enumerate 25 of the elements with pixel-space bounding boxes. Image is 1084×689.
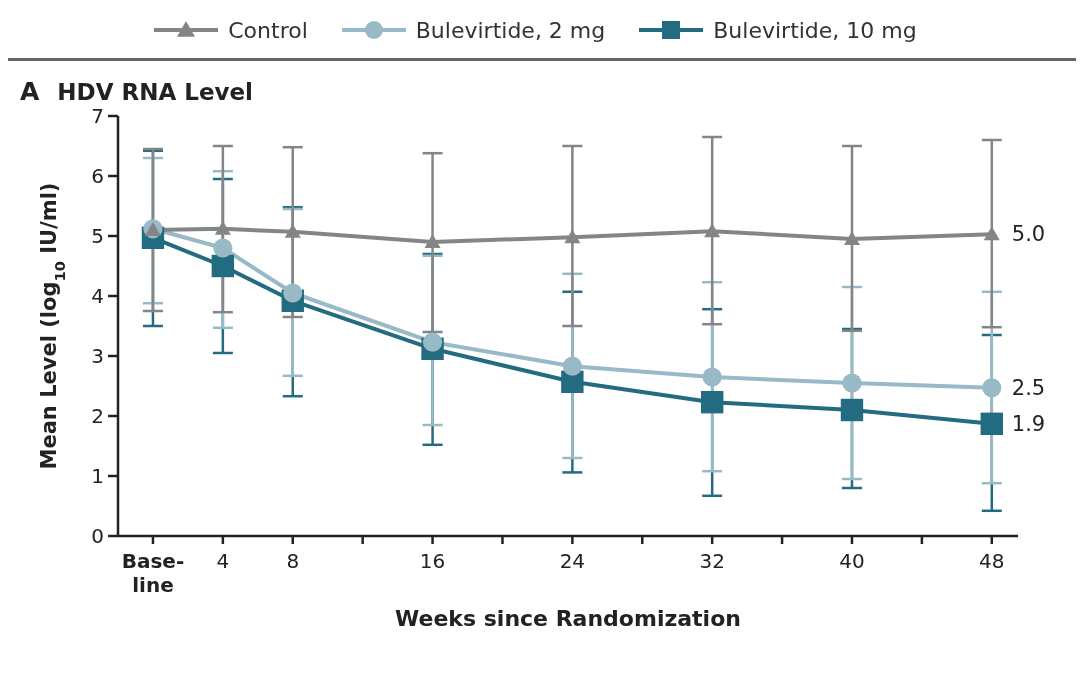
- legend-label: Bulevirtide, 2 mg: [415, 17, 606, 43]
- y-tick-label: 4: [91, 284, 104, 308]
- x-tick-label: 16: [419, 549, 446, 573]
- y-tick-label: 5: [91, 224, 104, 248]
- data-label: 1.9: [1011, 411, 1046, 436]
- x-tick-label: 48: [979, 549, 1005, 573]
- x-axis-title: Weeks since Randomization: [395, 606, 741, 631]
- y-tick-label: 7: [91, 104, 104, 128]
- x-tick-label: Base-line: [121, 549, 185, 597]
- y-tick-label: 2: [91, 404, 104, 428]
- y-tick-label: 6: [91, 164, 104, 188]
- x-tick-label: 32: [699, 549, 725, 573]
- y-tick-label: 3: [91, 344, 104, 368]
- legend-label: Control: [228, 17, 308, 43]
- x-tick-label: 8: [286, 549, 300, 573]
- y-tick-label: 1: [91, 464, 104, 488]
- x-tick-label: 24: [559, 549, 586, 573]
- text: A: [20, 77, 40, 106]
- chart-title: HDV RNA Level: [57, 79, 254, 105]
- y-tick-label: 0: [91, 524, 104, 548]
- data-label: 5.0: [1011, 222, 1046, 247]
- legend-label: Bulevirtide, 10 mg: [713, 17, 917, 43]
- data-label: 2.5: [1011, 375, 1046, 400]
- x-tick-label: 4: [216, 549, 230, 573]
- x-tick-label: 40: [839, 549, 865, 573]
